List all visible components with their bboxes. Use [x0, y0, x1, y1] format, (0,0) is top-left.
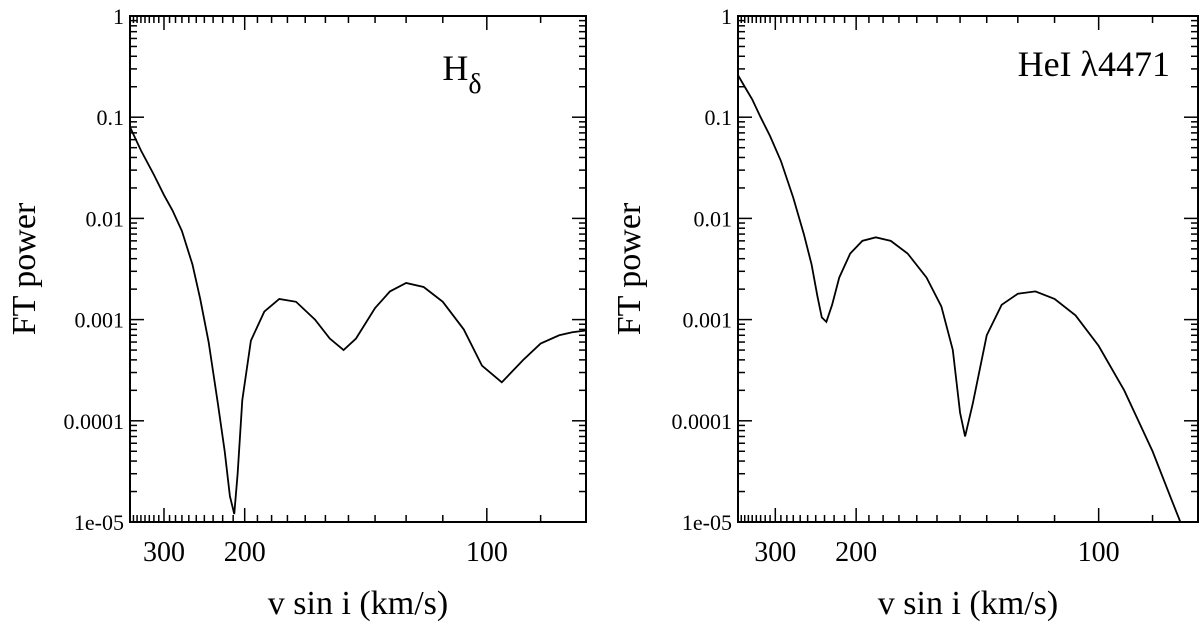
y-tick-label: 1e-05 [74, 510, 124, 535]
y-tick-label: 0.0001 [64, 409, 125, 434]
y-tick-label: 0.01 [694, 206, 733, 231]
plot-frame [737, 15, 1199, 523]
panel-label: Hδ [442, 48, 481, 100]
series-line-0 [738, 74, 1182, 522]
y-tick-label: 1e-05 [682, 510, 732, 535]
y-tick-label: 1 [721, 4, 732, 29]
x-tick-label: 200 [224, 537, 266, 568]
plot-frame [129, 15, 587, 523]
series-line-0 [130, 126, 586, 515]
panel-label-main: HeI λ4471 [1018, 44, 1170, 84]
y-tick-label: 0.001 [75, 308, 125, 333]
y-tick-label: 1 [113, 4, 124, 29]
panel-hei-4471: 1 0.1 0.01 0.001 0.0001 1e-05 300 200 100 v sin i… [611, 4, 1199, 622]
panel-label-main: H [442, 48, 468, 88]
y-tick-label: 0.01 [86, 206, 125, 231]
y-tick-label: 0.001 [683, 308, 733, 333]
y-tick-label: 0.0001 [672, 409, 733, 434]
x-axis-label: v sin i (km/s) [878, 585, 1058, 622]
y-axis-label: FT power [6, 202, 43, 335]
panel-label-subscript: δ [468, 69, 481, 100]
x-tick-label: 100 [1078, 537, 1120, 568]
y-tick-label: 0.1 [705, 105, 733, 130]
x-tick-label: 300 [754, 537, 796, 568]
x-tick-label: 200 [835, 537, 877, 568]
x-axis-label: v sin i (km/s) [268, 585, 448, 622]
x-tick-label: 100 [466, 537, 508, 568]
y-axis-label: FT power [611, 202, 648, 335]
y-tick-label: 0.1 [97, 105, 125, 130]
x-tick-label: 300 [143, 537, 185, 568]
panel-label: HeI λ4471 [1018, 44, 1170, 84]
panel-h-delta: 1 0.1 0.01 0.001 0.0001 1e-05 300 200 100 v sin i… [6, 4, 587, 622]
